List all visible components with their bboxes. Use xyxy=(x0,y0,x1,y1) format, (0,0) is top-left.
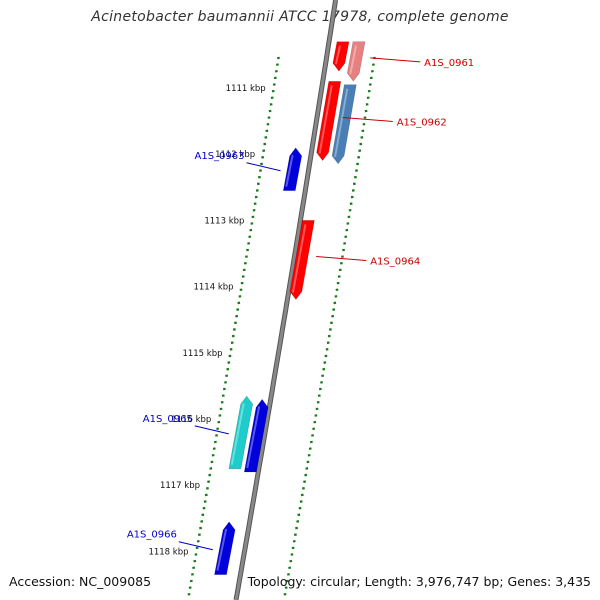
gene-feature xyxy=(331,84,357,165)
tick-label: 1113 kbp xyxy=(204,216,244,226)
gene-feature xyxy=(228,395,254,470)
gene-highlight xyxy=(349,45,358,75)
gene-body xyxy=(214,521,236,575)
tick-layer xyxy=(187,56,376,596)
gene-label: A1S_0961 xyxy=(424,58,474,69)
tick-label: 1111 kbp xyxy=(226,84,266,94)
label-layer: 1111 kbp 1112 kbp 1113 kbp 1114 kbp 1115 kbp… xyxy=(127,57,474,557)
accession-text: Accession: NC_009085 xyxy=(9,574,152,589)
gene-body xyxy=(228,395,254,470)
gene-body xyxy=(289,220,315,300)
tick-label: 1117 kbp xyxy=(160,481,200,491)
gene-highlight xyxy=(216,528,228,571)
gene-label: A1S_0962 xyxy=(397,117,447,128)
gene-label: A1S_0965 xyxy=(143,414,193,425)
gene-feature xyxy=(243,398,269,473)
gene-highlight xyxy=(318,85,333,154)
gene-leader-line xyxy=(370,57,421,63)
gene-highlight xyxy=(334,45,342,65)
gene-feature xyxy=(316,81,342,161)
gene-layer xyxy=(214,41,366,575)
gene-body xyxy=(282,147,303,191)
gene-feature xyxy=(346,41,366,82)
tick-label: 1115 kbp xyxy=(182,349,222,359)
gene-highlight xyxy=(334,88,349,157)
gene-leader-line xyxy=(194,425,229,435)
gene-leader-line xyxy=(246,162,281,172)
gene-leader-line xyxy=(342,116,393,122)
gene-leader-line xyxy=(178,541,213,551)
tick-label: 1116 kbp xyxy=(171,415,211,425)
gene-body xyxy=(316,81,342,161)
gene-body xyxy=(346,41,366,82)
backbone-line xyxy=(234,0,338,600)
gene-feature xyxy=(332,41,350,72)
gene-feature xyxy=(282,147,303,191)
gene-label: A1S_0963 xyxy=(194,151,244,162)
gene-highlight xyxy=(246,406,261,469)
gene-highlight xyxy=(230,402,245,465)
gene-body xyxy=(332,41,350,72)
tick-label: 1118 kbp xyxy=(148,547,188,557)
gene-body xyxy=(331,84,357,165)
gene-leader-line xyxy=(316,255,367,261)
gene-body xyxy=(243,398,269,473)
map-title: Acinetobacter baumannii ATCC 17978, comp… xyxy=(91,9,509,25)
gene-feature xyxy=(289,220,315,300)
gene-label: A1S_0964 xyxy=(370,256,420,267)
gene-feature xyxy=(214,521,236,575)
tick-label: 1114 kbp xyxy=(193,283,233,293)
gene-highlight xyxy=(291,224,307,293)
tick-label: 1112 kbp xyxy=(215,150,255,160)
gene-highlight xyxy=(285,154,294,187)
topology-text: Topology: circular; Length: 3,976,747 bp… xyxy=(247,574,591,589)
backbone-layer xyxy=(233,0,339,600)
gene-label: A1S_0966 xyxy=(127,530,177,541)
